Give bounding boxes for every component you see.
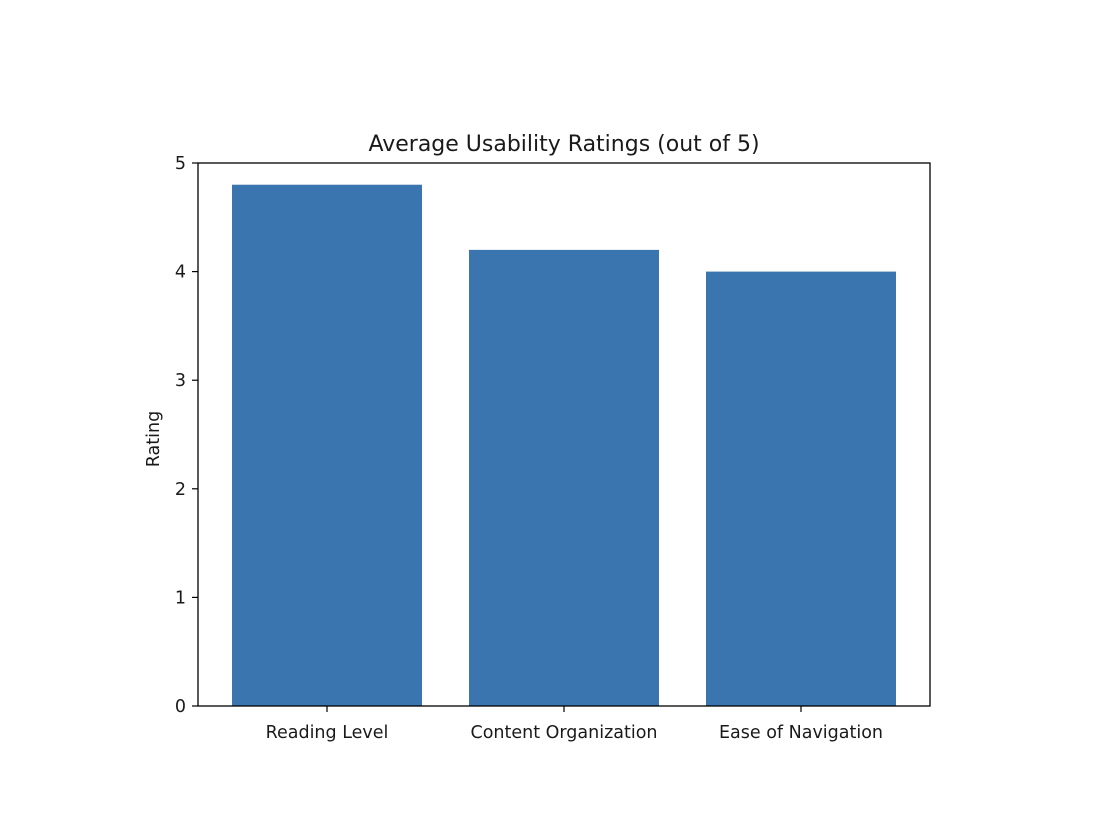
y-tick-label: 0 bbox=[175, 697, 186, 717]
y-ticks-group: 0 1 2 3 4 5 bbox=[175, 154, 198, 717]
y-tick-label: 4 bbox=[175, 263, 186, 283]
bars-group bbox=[232, 184, 896, 707]
x-tick-label: Reading Level bbox=[266, 723, 389, 743]
y-axis-label: Rating bbox=[144, 411, 164, 467]
plot-area-frame bbox=[197, 162, 931, 707]
y-tick-label: 3 bbox=[175, 371, 186, 391]
bar-ease-of-navigation bbox=[706, 271, 896, 706]
y-tick-label: 5 bbox=[175, 154, 186, 174]
bar-reading-level bbox=[232, 184, 422, 707]
x-tick-label: Content Organization bbox=[470, 723, 657, 743]
chart-title: Average Usability Ratings (out of 5) bbox=[368, 132, 759, 157]
bar-content-organization bbox=[469, 249, 659, 706]
x-tick-label: Ease of Navigation bbox=[719, 723, 883, 743]
y-tick-label: 1 bbox=[175, 588, 186, 608]
x-ticks-group: Reading Level Content Organization Ease of… bbox=[266, 706, 883, 743]
y-tick-label: 2 bbox=[175, 480, 186, 500]
